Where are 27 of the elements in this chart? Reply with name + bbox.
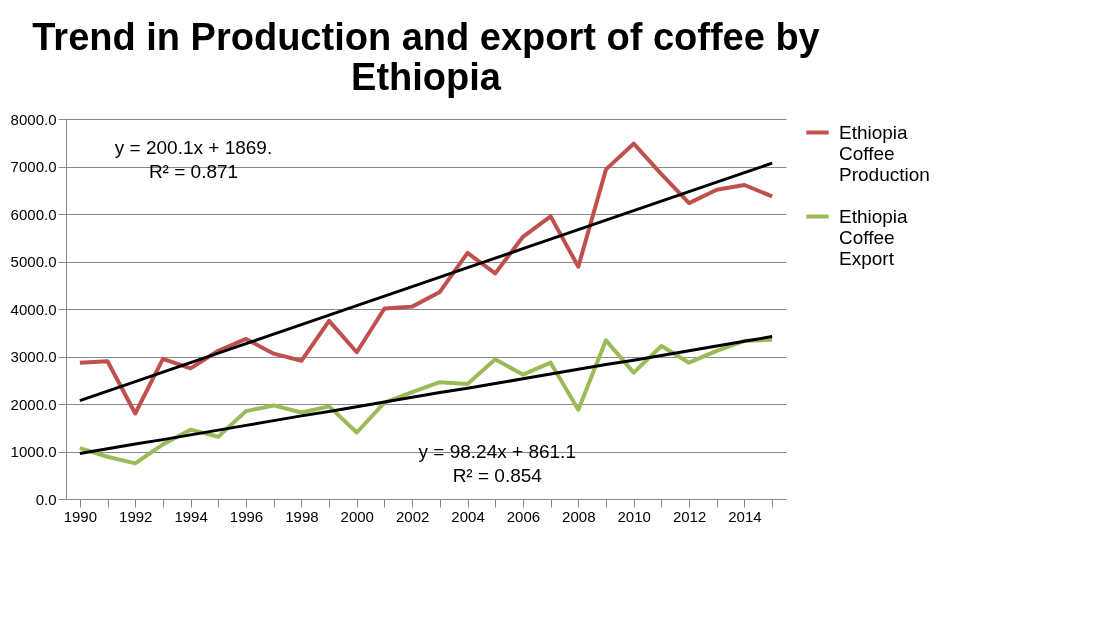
x-tick-label: 1994 <box>174 507 208 525</box>
y-tick-label: 8000.0 <box>10 110 57 128</box>
x-tick-label: 2000 <box>340 507 374 525</box>
x-tick-label: 1996 <box>229 507 264 525</box>
chart-title: Trend in Production and export of coffee by Ethiopia <box>32 16 820 98</box>
x-tick-label: 1998 <box>285 507 319 525</box>
x-tick-label: 2012 <box>672 507 707 525</box>
y-tick-label: 7000.0 <box>10 158 57 175</box>
y-tick-label: 0.0 <box>35 490 57 508</box>
y-tick-label: 6000.0 <box>10 205 57 223</box>
annotation: y = 98.24x + 861.1 R² = 0.854 <box>418 440 576 486</box>
x-tick-label: 1990 <box>63 507 98 525</box>
y-tick-label: 2000.0 <box>10 395 57 413</box>
x-tick-label: 2010 <box>617 507 651 525</box>
y-tick-label: 5000.0 <box>10 253 57 270</box>
annotation: y = 200.1x + 1869. R² = 0.871 <box>114 136 273 182</box>
x-tick-label: 2004 <box>451 507 485 525</box>
legend-label: Ethiopia Coffee Production <box>839 121 930 185</box>
x-tick-label: 2002 <box>395 507 430 525</box>
y-tick-label: 3000.0 <box>10 348 57 365</box>
x-tick-label: 2008 <box>562 507 596 525</box>
legend-label: Ethiopia Coffee Export <box>839 205 909 269</box>
x-tick-label: 2006 <box>506 507 541 525</box>
y-tick-label: 1000.0 <box>10 443 57 460</box>
y-tick-label: 4000.0 <box>10 300 57 318</box>
x-tick-label: 2014 <box>728 507 762 525</box>
x-tick-label: 1992 <box>119 507 153 525</box>
